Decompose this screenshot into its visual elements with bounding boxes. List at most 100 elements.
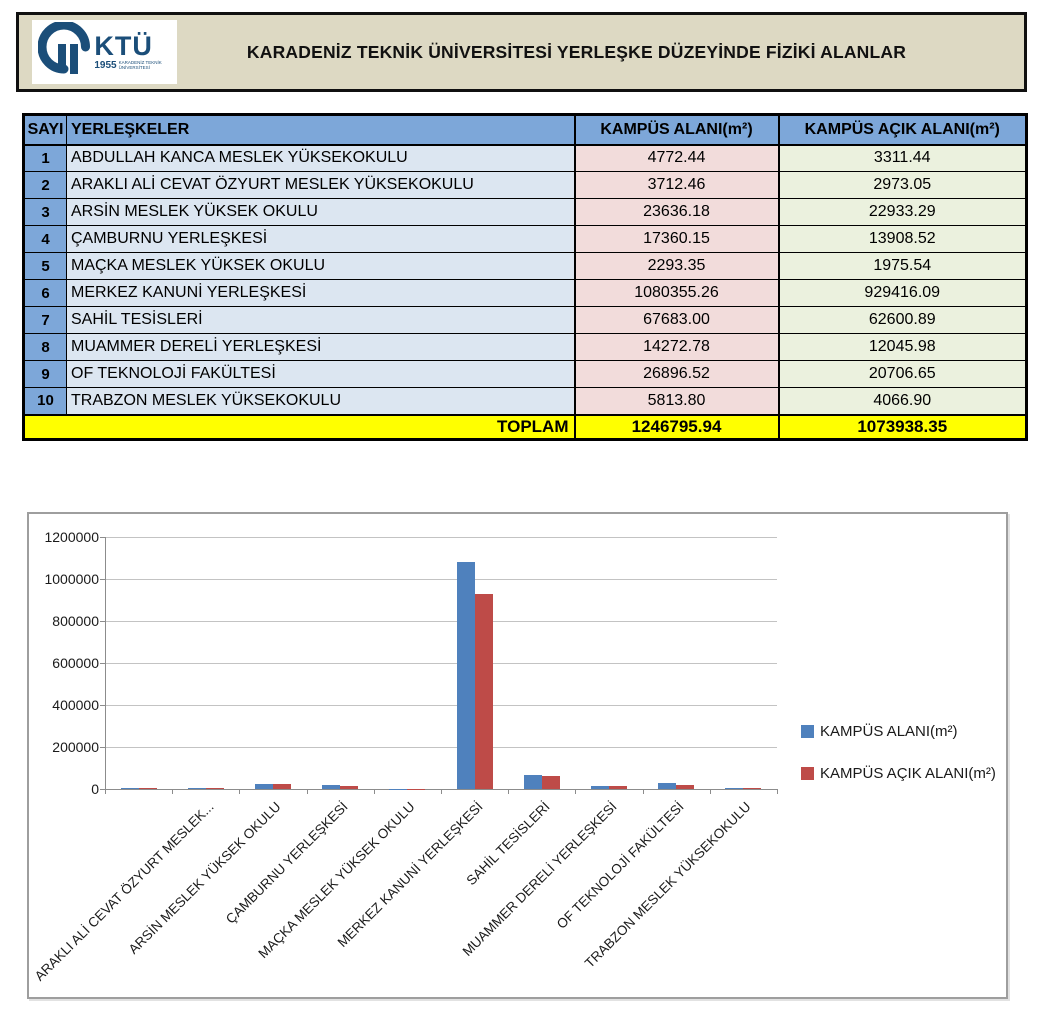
x-tick	[777, 789, 778, 794]
table-row: 4 ÇAMBURNU YERLEŞKESİ 17360.15 13908.52	[23, 225, 1027, 253]
header-banner: KTÜ 1955 KARADENİZ TEKNİK ÜNİVERSİTESİ K…	[16, 12, 1027, 92]
chart-legend: KAMPÜS ALANI(m²) KAMPÜS AÇIK ALANI(m²)	[801, 720, 996, 804]
table-row: 6 MERKEZ KANUNİ YERLEŞKESİ 1080355.26 92941…	[23, 279, 1027, 307]
table-row: 3 ARSİN MESLEK YÜKSEK OKULU 23636.18 22933.…	[23, 198, 1027, 226]
y-tick-label: 400000	[52, 697, 99, 713]
gridline	[105, 579, 777, 580]
x-tick	[172, 789, 174, 794]
campus-name: ARAKLI ALİ CEVAT ÖZYURT MESLEK YÜKSEKOKU…	[66, 171, 575, 199]
x-tick	[709, 789, 711, 794]
bar-kampus-alani	[591, 786, 609, 789]
x-tick	[508, 789, 510, 794]
table-total-row: TOPLAM 1246795.94 1073938.35	[23, 413, 1027, 440]
gridline	[105, 663, 777, 664]
kampus-acik-alani-value: 4066.90	[777, 387, 1027, 415]
campus-area-table: SAYI YERLEŞKELER KAMPÜS ALANI(m²) KAMPÜS…	[22, 113, 1028, 441]
kampus-acik-alani-value: 2973.05	[777, 171, 1027, 199]
kampus-alani-value: 4772.44	[573, 144, 779, 172]
column-header-sayi: SAYI	[23, 114, 67, 146]
legend-label: KAMPÜS AÇIK ALANI(m²)	[820, 764, 996, 782]
column-header-kampus-acik-alani: KAMPÜS AÇIK ALANI(m²)	[777, 114, 1027, 146]
total-label: TOPLAM	[23, 413, 575, 440]
kampus-alani-value: 17360.15	[573, 225, 779, 253]
ktu-logo-subtext: KARADENİZ TEKNİK ÜNİVERSİTESİ	[118, 60, 162, 71]
campus-name: ABDULLAH KANCA MESLEK YÜKSEKOKULU	[66, 144, 575, 172]
kampus-acik-alani-value: 929416.09	[777, 279, 1027, 307]
kampus-alani-value: 2293.35	[573, 252, 779, 280]
column-header-yerleskeler: YERLEŞKELER	[66, 114, 575, 146]
total-kampus-alani: 1246795.94	[573, 413, 779, 440]
kampus-alani-value: 23636.18	[573, 198, 779, 226]
campus-name: SAHİL TESİSLERİ	[66, 306, 575, 334]
legend-entry: KAMPÜS AÇIK ALANI(m²)	[801, 762, 996, 784]
y-tick-label: 600000	[52, 655, 99, 671]
y-tick-label: 800000	[52, 613, 99, 629]
row-number: 9	[23, 360, 67, 388]
row-number: 10	[23, 387, 67, 415]
ktu-logo-acronym: KTÜ	[94, 31, 153, 61]
y-tick-label: 1000000	[44, 571, 99, 587]
table-row: 5 MAÇKA MESLEK YÜKSEK OKULU 2293.35 1975.54	[23, 252, 1027, 280]
table-header-row: SAYI YERLEŞKELER KAMPÜS ALANI(m²) KAMPÜS…	[23, 114, 1027, 146]
row-number: 1	[23, 144, 67, 172]
bar-kampus-acik-alani	[205, 788, 224, 789]
x-tick	[306, 789, 308, 794]
legend-entry: KAMPÜS ALANI(m²)	[801, 720, 996, 742]
row-number: 7	[23, 306, 67, 334]
table-row: 9 OF TEKNOLOJİ FAKÜLTESİ 26896.52 20706.65	[23, 360, 1027, 388]
kampus-acik-alani-value: 12045.98	[777, 333, 1027, 361]
bar-kampus-alani	[523, 774, 542, 789]
legend-label: KAMPÜS ALANI(m²)	[820, 722, 958, 740]
table-row: 2 ARAKLI ALİ CEVAT ÖZYURT MESLEK YÜKSEKOK…	[23, 171, 1027, 199]
y-tick	[100, 705, 105, 706]
y-tick	[100, 789, 105, 790]
row-number: 4	[23, 225, 67, 253]
ktu-emblem-icon	[37, 20, 91, 83]
bar-kampus-acik-alani	[340, 786, 359, 789]
bar-kampus-acik-alani	[474, 593, 493, 789]
bar-kampus-acik-alani	[743, 788, 762, 789]
table-row: 8 MUAMMER DERELİ YERLEŞKESİ 14272.78 12045.…	[23, 333, 1027, 361]
y-tick-label: 0	[91, 781, 99, 797]
y-tick	[100, 579, 105, 580]
x-tick	[105, 789, 106, 794]
y-tick	[100, 621, 105, 622]
campus-name: MAÇKA MESLEK YÜKSEK OKULU	[66, 252, 575, 280]
legend-swatch-icon	[801, 724, 814, 738]
campus-name: MUAMMER DERELİ YERLEŞKESİ	[66, 333, 575, 361]
campus-name: ÇAMBURNU YERLEŞKESİ	[66, 225, 575, 253]
bar-chart: 0 200000 400000 600000 800000 1000000 1200000 A…	[27, 512, 1008, 999]
table-row: 10 TRABZON MESLEK YÜKSEKOKULU 5813.80 4066.…	[23, 387, 1027, 415]
table-body: 1 ABDULLAH KANCA MESLEK YÜKSEKOKULU 4772.4…	[23, 144, 1027, 415]
ktu-logo: KTÜ 1955 KARADENİZ TEKNİK ÜNİVERSİTESİ	[32, 20, 177, 84]
row-number: 5	[23, 252, 67, 280]
row-number: 2	[23, 171, 67, 199]
bar-kampus-acik-alani	[609, 786, 627, 789]
y-tick	[100, 747, 105, 748]
kampus-alani-value: 1080355.26	[573, 279, 779, 307]
kampus-acik-alani-value: 1975.54	[777, 252, 1027, 280]
kampus-alani-value: 3712.46	[573, 171, 779, 199]
x-tick	[642, 789, 644, 794]
gridline	[105, 705, 777, 706]
bar-kampus-acik-alani	[407, 788, 426, 789]
x-tick	[441, 789, 442, 794]
bar-kampus-alani	[456, 562, 475, 789]
page-title: KARADENİZ TEKNİK ÜNİVERSİTESİ YERLEŞKE D…	[246, 41, 907, 62]
bar-kampus-alani	[322, 785, 341, 789]
kampus-alani-value: 14272.78	[573, 333, 779, 361]
column-header-kampus-alani: KAMPÜS ALANI(m²)	[573, 114, 779, 146]
bar-kampus-alani	[389, 788, 408, 789]
kampus-acik-alani-value: 20706.65	[777, 360, 1027, 388]
x-axis-label: TRABZON MESLEK YÜKSEKOKULU	[582, 799, 754, 971]
row-number: 3	[23, 198, 67, 226]
campus-name: MERKEZ KANUNİ YERLEŞKESİ	[66, 279, 575, 307]
kampus-acik-alani-value: 62600.89	[777, 306, 1027, 334]
bar-kampus-alani	[658, 783, 677, 789]
bar-kampus-alani	[187, 788, 206, 789]
table-row: 1 ABDULLAH KANCA MESLEK YÜKSEKOKULU 4772.4…	[23, 144, 1027, 172]
y-tick-label: 1200000	[44, 529, 99, 545]
legend-swatch-icon	[801, 766, 814, 780]
row-number: 8	[23, 333, 67, 361]
